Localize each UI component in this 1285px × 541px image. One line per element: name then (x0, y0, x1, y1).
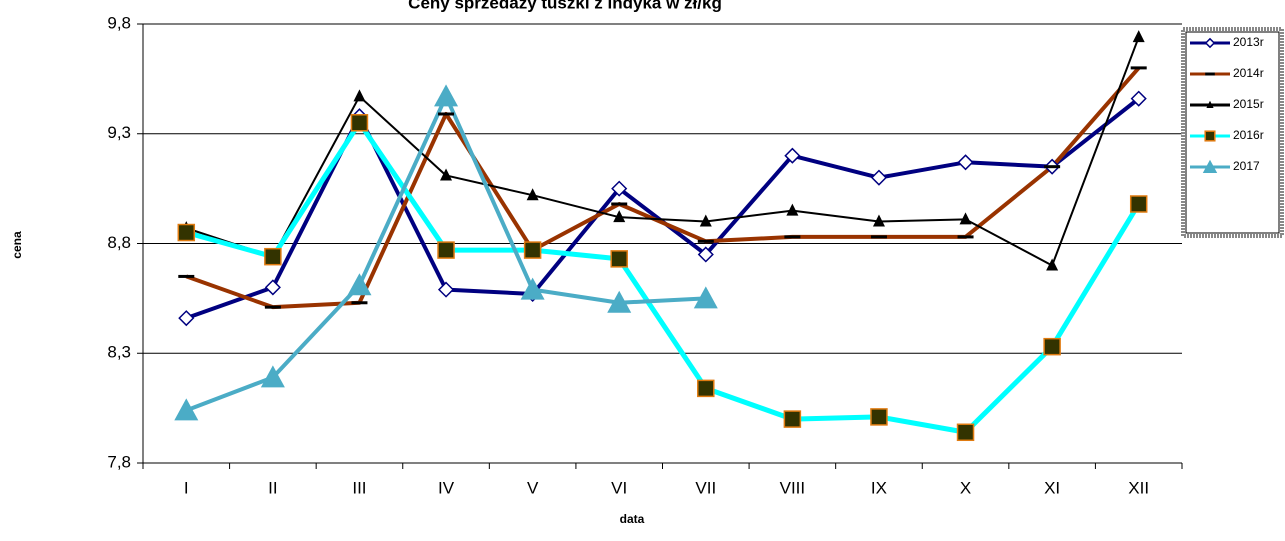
marker (1204, 37, 1216, 49)
marker (699, 214, 712, 227)
marker (870, 235, 887, 239)
marker (697, 246, 714, 263)
chart-title: Ceny sprzedaży tuszki z indyka w zł/kg (408, 0, 722, 12)
marker (264, 305, 281, 309)
marker (697, 239, 714, 243)
x-tick-label: II (268, 478, 277, 497)
marker (1044, 165, 1061, 169)
marker (1046, 258, 1059, 271)
legend-label: 2014r (1233, 66, 1264, 80)
marker (1202, 159, 1218, 173)
marker (177, 223, 196, 242)
marker (784, 147, 801, 164)
marker (520, 277, 545, 300)
y-tick-label: 9,3 (107, 123, 131, 142)
marker (174, 398, 199, 421)
marker (526, 188, 539, 201)
y-tick-label: 7,8 (107, 452, 131, 471)
marker (434, 84, 459, 107)
series-line (185, 66, 1141, 310)
marker (959, 212, 972, 225)
marker (1206, 100, 1214, 108)
marker (350, 114, 369, 132)
marker (957, 235, 974, 239)
y-axis-label: cena (10, 231, 24, 259)
y-tick-label: 8,3 (107, 343, 131, 362)
marker (613, 210, 626, 223)
marker (178, 274, 195, 278)
marker (697, 379, 715, 398)
marker (523, 241, 542, 259)
series-line (185, 36, 1140, 267)
legend-inner (1185, 31, 1280, 234)
marker (956, 423, 975, 442)
marker (351, 301, 368, 305)
marker (611, 202, 628, 206)
marker (440, 168, 453, 181)
x-tick-label: V (527, 478, 539, 497)
marker (1205, 72, 1215, 76)
x-axis-label: data (620, 512, 645, 526)
series-line (185, 120, 1141, 435)
marker (1130, 90, 1147, 107)
marker (607, 290, 632, 313)
marker (437, 241, 455, 259)
y-tick-label: 8,8 (107, 233, 131, 252)
marker (783, 410, 802, 428)
marker (957, 154, 974, 171)
x-tick-label: I (184, 478, 189, 497)
marker (872, 214, 885, 227)
marker (178, 310, 195, 327)
x-tick-label: IV (438, 478, 455, 497)
x-tick-label: X (960, 478, 971, 497)
marker (353, 89, 366, 102)
marker (610, 250, 628, 268)
x-tick-label: VIII (780, 478, 806, 497)
marker (784, 235, 801, 239)
y-tick-label: 9,8 (107, 13, 131, 32)
marker (264, 279, 281, 296)
marker (438, 112, 455, 116)
marker (611, 180, 628, 197)
marker (693, 286, 718, 309)
marker (1132, 30, 1145, 43)
series-line (185, 97, 1140, 321)
legend-label: 2016r (1233, 128, 1264, 142)
legend-label: 2017 (1233, 159, 1260, 173)
x-tick-label: IX (871, 478, 887, 497)
x-tick-label: XII (1128, 478, 1149, 497)
marker (786, 203, 799, 216)
x-tick-label: III (352, 478, 366, 497)
legend: 2013r 2014r 2015r 2016r 2017 (1181, 27, 1284, 238)
marker (1204, 130, 1216, 142)
marker (347, 273, 372, 296)
x-tick-label: VII (695, 478, 716, 497)
legend-label: 2013r (1233, 35, 1264, 49)
x-tick-label: VI (611, 478, 627, 497)
marker (264, 247, 282, 266)
legend-label: 2015r (1233, 97, 1264, 111)
marker (870, 169, 888, 186)
marker (1130, 66, 1147, 70)
marker (870, 408, 888, 426)
marker (1129, 195, 1148, 213)
x-tick-label: XI (1044, 478, 1060, 497)
marker (1043, 337, 1061, 356)
marker (260, 365, 285, 388)
marker (437, 281, 455, 298)
